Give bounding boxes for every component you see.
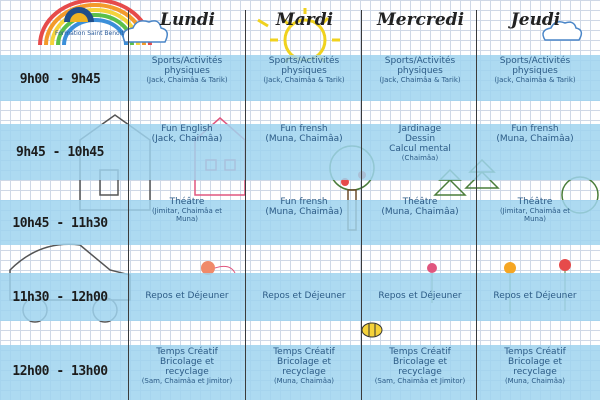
- activity-line: (Jack, Chaimâa): [151, 134, 223, 144]
- schedule-cell: Sports/Activités physiques (Jack, Chaimâa …: [362, 56, 478, 84]
- bee-icon: [361, 322, 383, 338]
- schedule-cell: Théâtre (Muna, Chaimâa): [362, 197, 478, 217]
- staff-names: (Jack, Chaimâa & Tarik): [146, 76, 228, 84]
- cloud-icon: [122, 20, 583, 43]
- activity-line: Calcul mental: [389, 144, 451, 154]
- schedule-cell: Jardinage Dessin Calcul mental (Chaimâa): [362, 124, 478, 162]
- schedule-cell: Temps Créatif Bricolage et recyclage (Sam, …: [129, 347, 245, 385]
- activity-line: Sports/Activités: [499, 56, 571, 66]
- activity-line: Bricolage et: [276, 357, 332, 367]
- activity-line: Bricolage et: [159, 357, 215, 367]
- staff-names: Muna): [176, 215, 198, 223]
- staff-names: (Sam, Chaimâa et Jimitor): [141, 377, 233, 385]
- activity-line: recyclage: [165, 367, 209, 377]
- activity-line: Repos et Déjeuner: [262, 291, 346, 301]
- activity-line: Temps Créatif: [273, 347, 335, 357]
- activity-line: Bricolage et: [392, 357, 448, 367]
- activity-line: Théâtre: [169, 197, 205, 207]
- activity-line: Dessin: [404, 134, 436, 144]
- staff-names: (Jack, Chaimâa & Tarik): [263, 76, 345, 84]
- activity-line: Sports/Activités: [268, 56, 340, 66]
- schedule-cell: Repos et Déjeuner: [246, 291, 362, 301]
- activity-line: Temps Créatif: [389, 347, 451, 357]
- time-slot: 9h00 - 9h45: [19, 72, 101, 87]
- day-header-lundi: Lundi: [159, 10, 216, 30]
- logo-icon: [60, 0, 98, 22]
- row-band: [0, 200, 600, 245]
- activity-line: Théâtre: [402, 197, 438, 207]
- schedule-cell: Temps Créatif Bricolage et recyclage (Muna,…: [477, 347, 593, 385]
- activity-line: Repos et Déjeuner: [378, 291, 462, 301]
- staff-names: (Jimitar, Chaimâa et: [499, 207, 571, 215]
- day-header-mardi: Mardi: [275, 10, 334, 30]
- activity-line: Théâtre: [517, 197, 553, 207]
- staff-names: (Muna, Chaimâa): [504, 377, 566, 385]
- org-name: Formation Saint Benoit: [55, 30, 124, 37]
- schedule-cell: Temps Créatif Bricolage et recyclage (Sam, …: [362, 347, 478, 385]
- schedule-cell: Fun frensh (Muna, Chaimâa): [246, 124, 362, 144]
- activity-line: (Muna, Chaimâa): [496, 134, 574, 144]
- schedule-cell: Théâtre (Jimitar, Chaimâa et Muna): [477, 197, 593, 223]
- day-header-mercredi: Mercredi: [376, 10, 465, 30]
- activity-line: physiques: [281, 66, 327, 76]
- activity-line: (Muna, Chaimâa): [265, 207, 343, 217]
- activity-line: (Muna, Chaimâa): [265, 134, 343, 144]
- schedule-cell: Fun English (Jack, Chaimâa): [129, 124, 245, 144]
- schedule-cell: Sports/Activités physiques (Jack, Chaimâa …: [129, 56, 245, 84]
- staff-names: (Sam, Chaimâa et Jimitor): [374, 377, 466, 385]
- time-slot: 10h45 - 11h30: [12, 216, 108, 231]
- schedule-cell: Repos et Déjeuner: [129, 291, 245, 301]
- row-band: [0, 345, 600, 400]
- activity-line: Fun frensh: [280, 197, 328, 207]
- staff-names: (Muna, Chaimâa): [273, 377, 335, 385]
- staff-names: Muna): [524, 215, 546, 223]
- staff-names: (Jimitar, Chaimâa et: [151, 207, 223, 215]
- staff-names: (Jack, Chaimâa & Tarik): [379, 76, 461, 84]
- activity-line: Repos et Déjeuner: [493, 291, 577, 301]
- row-band: [0, 124, 600, 180]
- activity-line: Sports/Activités: [384, 56, 456, 66]
- column-divider: [476, 10, 477, 400]
- activity-line: recyclage: [282, 367, 326, 377]
- time-slot: 9h45 - 10h45: [16, 145, 104, 160]
- activity-line: physiques: [512, 66, 558, 76]
- day-header-jeudi: Jeudi: [510, 10, 561, 30]
- activity-line: recyclage: [398, 367, 442, 377]
- activity-line: Bricolage et: [507, 357, 563, 367]
- column-divider: [128, 10, 129, 400]
- schedule-cell: Temps Créatif Bricolage et recyclage (Muna,…: [246, 347, 362, 385]
- row-band: [0, 55, 600, 101]
- activity-line: Fun frensh: [511, 124, 559, 134]
- schedule-cell: Théâtre (Jimitar, Chaimâa et Muna): [129, 197, 245, 223]
- activity-line: Sports/Activités: [151, 56, 223, 66]
- activity-line: recyclage: [513, 367, 557, 377]
- activity-line: physiques: [397, 66, 443, 76]
- time-slot: 11h30 - 12h00: [12, 290, 108, 305]
- schedule-cell: Fun frensh (Muna, Chaimâa): [246, 197, 362, 217]
- staff-names: (Jack, Chaimâa & Tarik): [494, 76, 576, 84]
- activity-line: Temps Créatif: [156, 347, 218, 357]
- time-slot: 12h00 - 13h00: [12, 364, 108, 379]
- activity-line: (Muna, Chaimâa): [381, 207, 459, 217]
- schedule-cell: Sports/Activités physiques (Jack, Chaimâa …: [246, 56, 362, 84]
- activity-line: Fun English: [161, 124, 213, 134]
- activity-line: physiques: [164, 66, 210, 76]
- schedule-cell: Sports/Activités physiques (Jack, Chaimâa …: [477, 56, 593, 84]
- activity-line: Repos et Déjeuner: [145, 291, 229, 301]
- column-divider: [245, 10, 246, 400]
- column-divider: [361, 10, 362, 400]
- row-band: [0, 273, 600, 321]
- schedule-cell: Repos et Déjeuner: [477, 291, 593, 301]
- schedule-cell: Fun frensh (Muna, Chaimâa): [477, 124, 593, 144]
- schedule-cell: Repos et Déjeuner: [362, 291, 478, 301]
- staff-names: (Chaimâa): [401, 154, 439, 162]
- activity-line: Jardinage: [398, 124, 442, 134]
- activity-line: Fun frensh: [280, 124, 328, 134]
- activity-line: Temps Créatif: [504, 347, 566, 357]
